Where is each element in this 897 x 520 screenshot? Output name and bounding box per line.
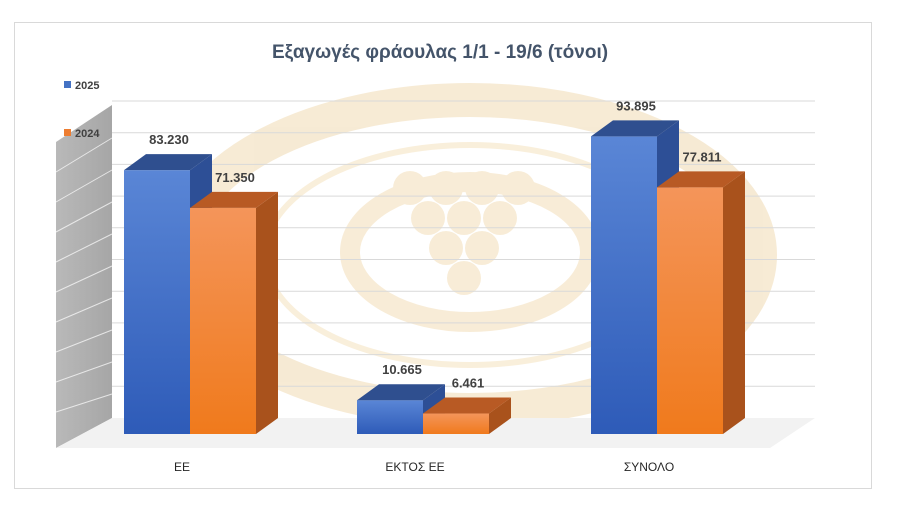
data-label-2025-0: 83.230	[149, 132, 189, 147]
bar-side	[489, 397, 511, 434]
bar-front	[190, 207, 256, 434]
data-label-2024-0: 71.350	[215, 170, 255, 185]
bars	[124, 120, 745, 435]
bar-side	[723, 171, 745, 435]
bar-2024-0	[190, 191, 278, 434]
bar-front	[357, 400, 423, 434]
bar-front	[423, 413, 489, 434]
bar-top	[190, 191, 278, 208]
data-label-2024-2: 77.811	[682, 149, 721, 164]
bar-2024-1	[423, 397, 511, 434]
category-label-0: ΕΕ	[174, 460, 190, 474]
bar-top	[124, 154, 212, 171]
category-labels: ΕΕ ΕΚΤΟΣ ΕΕ ΣΥΝΟΛΟ	[174, 460, 674, 474]
legend-item-2025: 2025	[64, 80, 99, 92]
legend-swatch-2024	[64, 129, 71, 136]
legend-label-2025: 2025	[75, 80, 99, 92]
data-label-2025-1: 10.665	[382, 362, 422, 377]
bar-top	[357, 384, 445, 401]
legend-swatch-2025	[64, 81, 71, 88]
bar-front	[657, 187, 723, 434]
data-label-2025-2: 93.895	[616, 98, 656, 113]
bar-top	[657, 171, 745, 188]
legend-item-2024: 2024	[64, 128, 100, 140]
chart-title: Εξαγωγές φράουλας 1/1 - 19/6 (τόνοι)	[272, 42, 608, 63]
bar-front	[591, 136, 657, 434]
chart-side-wall	[55, 105, 113, 448]
category-label-2: ΣΥΝΟΛΟ	[624, 460, 674, 474]
category-label-1: ΕΚΤΟΣ ΕΕ	[385, 460, 444, 474]
bar-front	[124, 170, 190, 435]
bar-side	[256, 191, 278, 434]
bar-2024-2	[657, 171, 745, 435]
data-label-2024-1: 6.461	[452, 376, 485, 391]
legend: 2025 2024	[64, 80, 100, 140]
bar-top	[591, 120, 679, 137]
bar-top	[423, 397, 511, 414]
legend-label-2024: 2024	[75, 128, 100, 140]
data-labels: 83.230 71.350 10.665 6.461 93.895 77.811	[149, 98, 721, 390]
